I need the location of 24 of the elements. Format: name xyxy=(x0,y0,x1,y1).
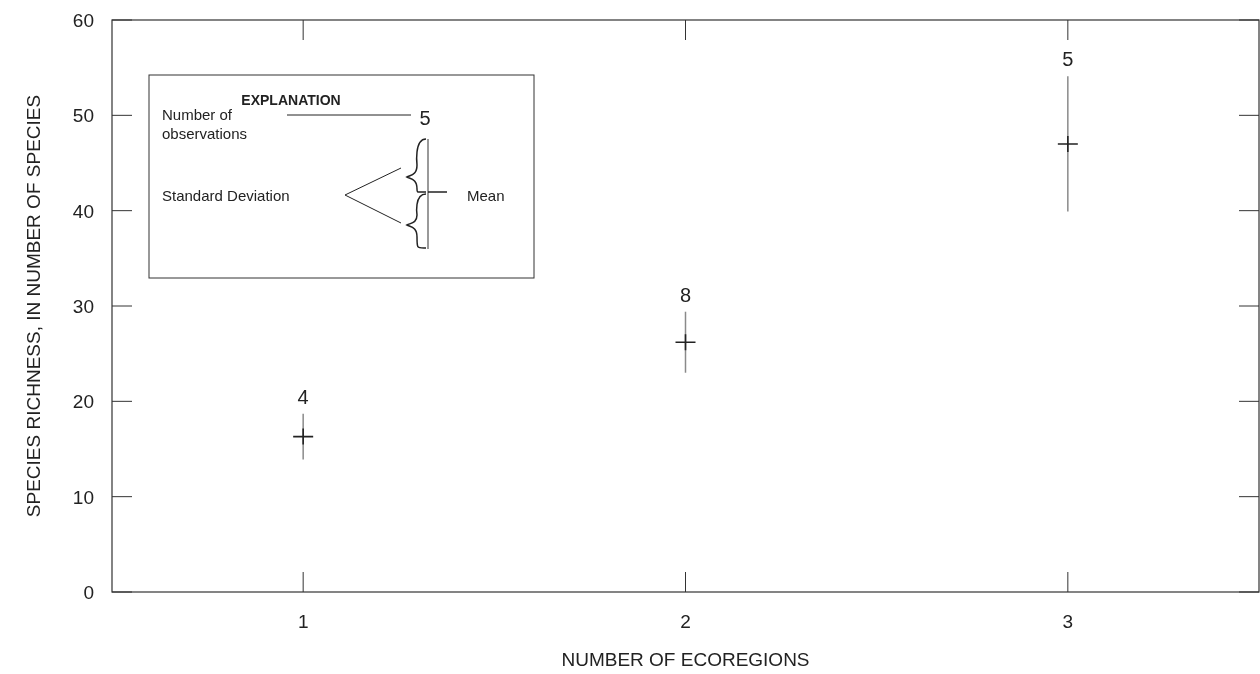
annotation: Standard Deviation xyxy=(162,187,290,204)
x-tick-label: 3 xyxy=(1062,611,1074,632)
y-tick-label: 0 xyxy=(83,582,94,603)
y-tick-label: 20 xyxy=(72,391,94,413)
y-axis-title: SPECIES RICHNESS, IN NUMBER OF SPECIES xyxy=(23,94,44,518)
annotation: observations xyxy=(162,125,248,142)
x-axis-title: NUMBER OF ECOREGIONS xyxy=(561,649,810,670)
point xyxy=(674,333,697,352)
y-tick-label: 40 xyxy=(72,200,94,222)
annotation: Number of xyxy=(162,106,233,123)
y-tick-label: 10 xyxy=(72,486,94,508)
annotation: Mean xyxy=(467,187,505,204)
x-tick-label: 1 xyxy=(297,611,309,632)
annotation: 4 xyxy=(297,385,309,408)
annotation: 8 xyxy=(679,283,692,306)
point xyxy=(292,427,314,446)
annotation: 5 xyxy=(1062,48,1074,71)
y-tick-label: 60 xyxy=(72,10,94,31)
x-tick-label: 2 xyxy=(680,611,691,632)
annotation: 5 xyxy=(419,107,431,129)
point xyxy=(1057,135,1079,153)
y-tick-label: 30 xyxy=(72,296,94,317)
y-tick-label: 50 xyxy=(72,105,94,127)
annotation: EXPLANATION xyxy=(241,92,341,108)
